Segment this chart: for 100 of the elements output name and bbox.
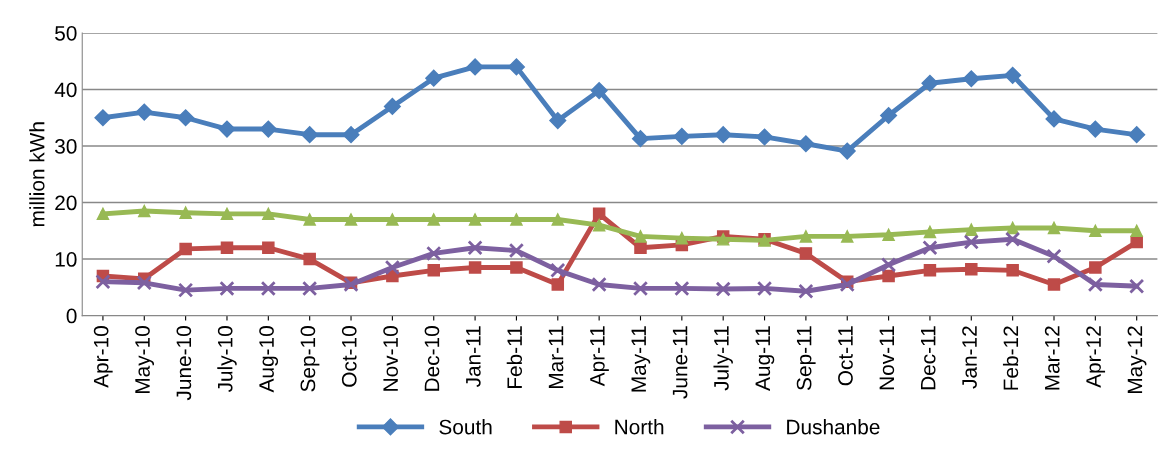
point: [1047, 221, 1061, 235]
point: [880, 106, 898, 125]
point: [551, 278, 565, 291]
point: [839, 276, 855, 293]
point: [1046, 248, 1062, 264]
point: [220, 207, 234, 221]
point: [882, 269, 895, 283]
point: [1086, 120, 1104, 138]
point: [344, 213, 358, 226]
point: [1005, 231, 1021, 247]
x-tick-label: Oct-10: [341, 326, 357, 387]
point: [177, 282, 194, 298]
point: [179, 242, 192, 256]
x-tick-label: Aug-10: [259, 326, 279, 393]
point: [592, 218, 606, 232]
point: [510, 213, 523, 226]
point: [1128, 126, 1146, 144]
point: [427, 264, 440, 277]
x-tick-label: Dec-10: [424, 326, 440, 391]
point: [259, 120, 277, 138]
point: [219, 280, 235, 297]
x-tick-label: Aug-11: [755, 326, 775, 391]
x-tick-label: Nov-10: [383, 326, 398, 391]
point: [427, 213, 440, 226]
point: [634, 230, 647, 243]
point: [218, 120, 236, 138]
point: [1089, 261, 1102, 274]
point: [262, 241, 275, 254]
point: [549, 112, 567, 130]
y-tick-label: 30: [55, 139, 77, 154]
point: [631, 130, 650, 148]
point: [510, 261, 523, 274]
point: [880, 257, 897, 273]
point: [1089, 224, 1102, 238]
point: [923, 264, 937, 277]
point: [632, 280, 649, 297]
legend-label: North: [615, 419, 664, 435]
point: [756, 280, 773, 297]
x-tick-label: Jan-11: [466, 326, 481, 388]
point: [136, 275, 152, 291]
point: [963, 234, 979, 250]
x-tick-label: July-11: [713, 326, 733, 391]
point: [1130, 235, 1143, 249]
point: [303, 213, 316, 226]
point: [302, 280, 318, 297]
point: [508, 242, 525, 259]
point: [303, 252, 316, 266]
x-tick-label: June-11: [672, 326, 688, 399]
point: [425, 69, 443, 87]
point: [466, 58, 484, 76]
point: [301, 126, 319, 144]
x-tick-label: Mar-12: [1044, 326, 1060, 390]
point: [962, 70, 980, 88]
point: [840, 230, 854, 243]
point: [714, 126, 732, 144]
x-tick-label: May-11: [631, 326, 651, 392]
point: [838, 142, 856, 160]
point: [383, 97, 401, 115]
x-tick-label: Apr-11: [590, 326, 609, 387]
point: [1004, 66, 1022, 84]
point: [965, 223, 978, 236]
x-tick-label: Dec-11: [921, 326, 936, 390]
point: [799, 230, 813, 243]
point: [798, 283, 814, 299]
point: [468, 213, 482, 226]
y-axis-title: million kWh: [29, 122, 45, 227]
point: [95, 274, 111, 290]
point: [965, 262, 978, 276]
point: [1006, 264, 1019, 277]
point: [260, 280, 276, 297]
point: [342, 126, 360, 144]
point: [550, 262, 566, 278]
y-tick-label: 0: [66, 308, 77, 324]
point: [921, 74, 939, 92]
point: [262, 207, 275, 221]
point: [675, 231, 689, 245]
legend-label: Dushanbe: [787, 419, 880, 435]
point: [384, 259, 401, 276]
point: [179, 206, 192, 219]
point: [673, 127, 691, 145]
y-tick-label: 10: [55, 252, 77, 267]
point: [591, 276, 607, 293]
point: [1087, 276, 1103, 293]
x-tick-label: Sep-11: [796, 326, 816, 390]
x-tick-label: June-10: [176, 326, 192, 401]
point: [1047, 278, 1061, 291]
point: [592, 207, 606, 221]
point: [799, 247, 813, 260]
x-tick-label: May-12: [1127, 326, 1147, 394]
point: [177, 109, 195, 127]
point: [674, 280, 690, 297]
point: [634, 241, 647, 254]
x-tick-label: July-10: [217, 326, 237, 393]
point: [135, 103, 153, 121]
x-tick-label: Apr-12: [1086, 326, 1106, 388]
x-tick-label: May-10: [135, 326, 154, 394]
point: [551, 213, 565, 226]
x-tick-label: Jan-12: [962, 326, 977, 389]
point: [507, 58, 525, 76]
y-tick-label: 40: [54, 82, 77, 98]
